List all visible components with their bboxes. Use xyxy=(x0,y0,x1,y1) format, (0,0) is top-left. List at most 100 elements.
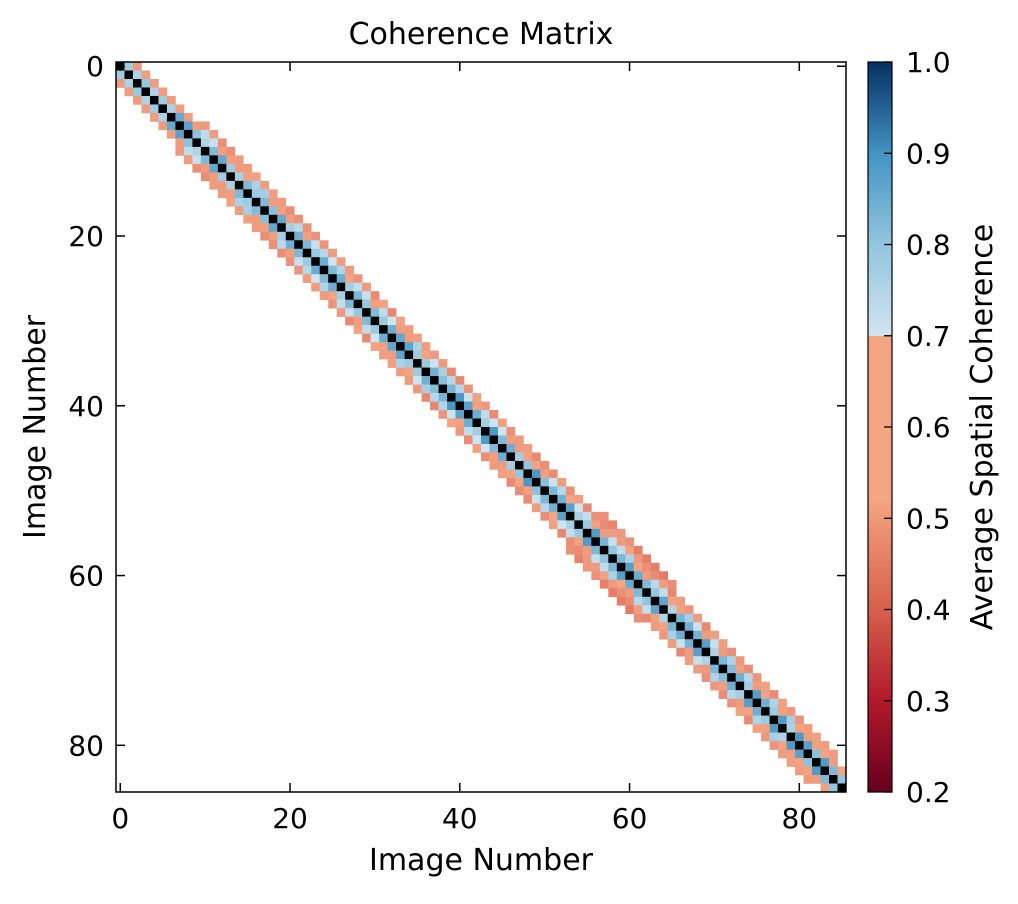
heatmap-cell xyxy=(362,325,371,334)
heatmap-cell xyxy=(761,690,770,699)
heatmap-cell xyxy=(820,775,830,784)
heatmap-cell xyxy=(353,316,363,326)
colorbar-tick-label: 0.3 xyxy=(906,685,951,718)
heatmap-cell xyxy=(582,545,592,555)
heatmap-cell xyxy=(497,469,507,479)
heatmap-cell xyxy=(735,673,745,682)
heatmap-cell xyxy=(243,180,253,190)
heatmap-cell xyxy=(481,452,490,462)
heatmap-cell xyxy=(481,401,490,411)
heatmap-cell xyxy=(531,460,541,470)
heatmap-cell xyxy=(217,146,227,156)
heatmap-cell xyxy=(642,588,652,598)
heatmap-cell xyxy=(200,138,210,148)
heatmap-cell xyxy=(217,138,227,148)
heatmap-cell xyxy=(718,681,728,691)
heatmap-cell xyxy=(489,418,499,428)
heatmap-cell xyxy=(149,95,159,105)
heatmap-cell xyxy=(684,647,694,657)
heatmap-cell xyxy=(837,766,847,776)
heatmap-cell xyxy=(625,571,635,581)
heatmap-cell xyxy=(523,443,533,453)
heatmap-cell xyxy=(523,469,533,479)
heatmap-cell xyxy=(430,376,439,385)
heatmap-cell xyxy=(447,376,456,385)
heatmap-cell xyxy=(557,477,567,487)
heatmap-cell xyxy=(336,257,346,267)
heatmap-cell xyxy=(430,367,439,377)
heatmap-cell xyxy=(514,486,524,496)
heatmap-cell xyxy=(336,308,346,317)
heatmap-cell xyxy=(557,494,567,504)
heatmap-cell xyxy=(659,588,669,598)
heatmap-cell xyxy=(226,189,236,199)
heatmap-cell xyxy=(260,189,270,199)
heatmap-cell xyxy=(752,690,762,699)
heatmap-cell xyxy=(413,376,422,385)
heatmap-cell xyxy=(379,308,388,317)
heatmap-cell xyxy=(192,155,202,165)
heatmap-cell xyxy=(404,333,414,343)
heatmap-cell xyxy=(769,715,779,725)
heatmap-cell xyxy=(294,265,304,275)
heatmap-cell xyxy=(302,274,312,283)
heatmap-cell xyxy=(260,197,270,207)
heatmap-cell xyxy=(447,418,456,428)
heatmap-cell xyxy=(387,333,397,343)
heatmap-cell xyxy=(311,231,321,241)
heatmap-cell xyxy=(727,698,736,708)
heatmap-cell xyxy=(523,486,533,496)
heatmap-cell xyxy=(217,180,227,190)
heatmap-cell xyxy=(676,639,686,648)
heatmap-cell xyxy=(633,579,643,589)
colorbar-tick-label: 0.9 xyxy=(906,137,951,170)
heatmap-cell xyxy=(803,732,813,742)
heatmap-cell xyxy=(625,579,635,589)
heatmap-cell xyxy=(226,155,236,165)
heatmap-cell xyxy=(820,783,830,793)
heatmap-cell xyxy=(209,146,219,156)
heatmap-cell xyxy=(761,732,770,742)
heatmap-cell xyxy=(667,622,677,632)
heatmap-cell xyxy=(523,460,533,470)
heatmap-cell xyxy=(786,707,796,716)
heatmap-cell xyxy=(438,376,448,385)
heatmap-cell xyxy=(659,571,669,581)
heatmap-cell xyxy=(311,265,321,275)
heatmap-cell xyxy=(497,418,507,428)
heatmap-cell xyxy=(489,443,499,453)
heatmap-cell xyxy=(497,460,507,470)
heatmap-cell xyxy=(693,630,702,640)
heatmap-cell xyxy=(829,766,838,776)
heatmap-cell xyxy=(531,486,541,496)
heatmap-cell xyxy=(183,121,193,131)
heatmap-cell xyxy=(183,129,193,139)
heatmap-cell xyxy=(701,622,711,632)
heatmap-cell xyxy=(447,384,456,394)
x-tick-label: 0 xyxy=(111,802,129,835)
heatmap-cell xyxy=(506,477,516,487)
heatmap-cell xyxy=(795,741,804,750)
heatmap-cell xyxy=(574,520,584,530)
heatmap-cell xyxy=(158,95,168,105)
heatmap-cell xyxy=(166,112,176,122)
heatmap-cell xyxy=(413,350,422,360)
heatmap-cell xyxy=(616,579,626,589)
heatmap-cell xyxy=(141,78,151,88)
heatmap-cell xyxy=(464,418,473,428)
heatmap-cell xyxy=(430,359,439,368)
heatmap-cell xyxy=(277,214,287,224)
heatmap-cell xyxy=(608,545,618,555)
heatmap-cell xyxy=(396,316,405,326)
heatmap-cell xyxy=(175,104,185,114)
heatmap-cell xyxy=(727,647,736,657)
heatmap-cell xyxy=(455,427,465,436)
heatmap-cell xyxy=(362,308,371,317)
heatmap-cell xyxy=(769,724,779,733)
heatmap-cell xyxy=(667,588,677,598)
heatmap-cell xyxy=(294,240,304,250)
heatmap-cell xyxy=(464,410,473,419)
heatmap-cell xyxy=(625,554,635,564)
heatmap-cell xyxy=(192,138,202,148)
